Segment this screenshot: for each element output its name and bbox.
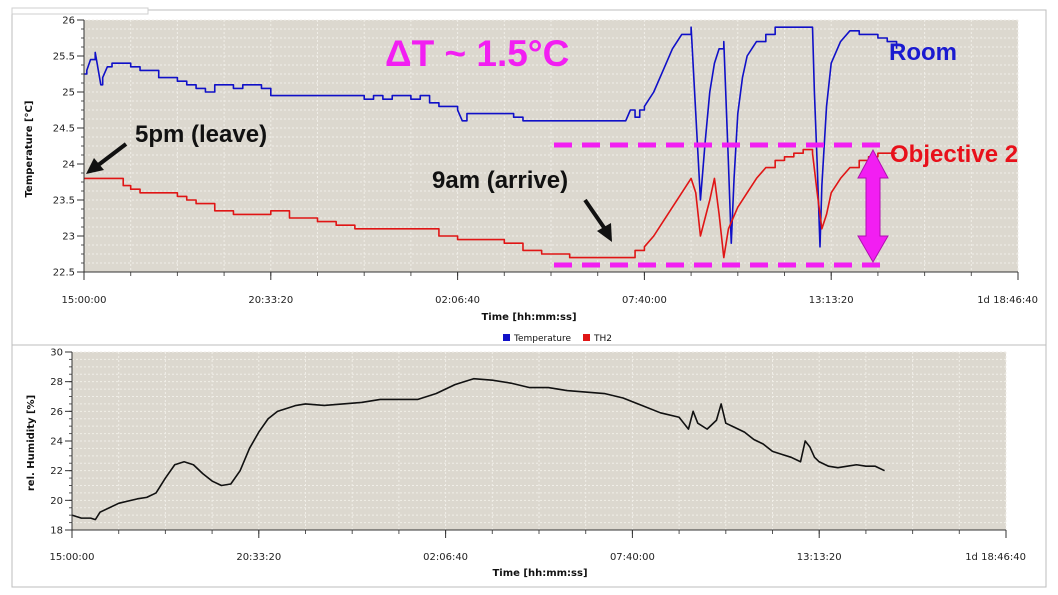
delta-t-label: ΔT ~ 1.5°C <box>385 33 569 74</box>
temperature-x-tick-label: 20:33:20 <box>248 295 293 306</box>
humidity-x-tick-label: 07:40:00 <box>610 552 655 563</box>
humidity-y-tick-label: 24 <box>50 437 63 448</box>
humidity-line-series <box>71 377 885 521</box>
legend: Temperature TH2 <box>503 334 612 344</box>
humidity-x-axis-title: Time [hh:mm:ss] <box>492 568 587 579</box>
legend-label-temperature: Temperature <box>513 334 571 344</box>
temperature-y-tick-label: 25.5 <box>53 52 75 63</box>
temperature-x-tick-label: 15:00:00 <box>62 295 107 306</box>
humidity-y-tick-label: 22 <box>50 466 63 477</box>
humidity-x-tick-label: 15:00:00 <box>50 552 95 563</box>
leave-arrow <box>86 142 128 174</box>
humidity-y-tick-label: 30 <box>50 348 63 359</box>
humidity-grid <box>71 351 1007 531</box>
temperature-y-tick-label: 23.5 <box>53 196 75 207</box>
double-arrow <box>857 148 889 264</box>
humidity-y-tick-label: 28 <box>50 377 63 388</box>
arrive-label: 9am (arrive) <box>432 167 568 194</box>
temperature-y-axis-title: Temperature [°C] <box>24 101 35 198</box>
legend-swatch-temperature <box>503 334 510 341</box>
temperature-y-tick-label: 25 <box>62 88 75 99</box>
humidity-y-tick-label: 20 <box>50 496 63 507</box>
temperature-y-tick-label: 22.5 <box>53 268 75 279</box>
humidity-x-tick-label: 13:13:20 <box>797 552 842 563</box>
temperature-axes: 15:00:00 20:33:20 02:06:40 07:40:00 13:13:20… <box>53 16 1038 307</box>
temperature-series <box>84 26 898 259</box>
temperature-y-tick-label: 24 <box>62 160 75 171</box>
humidity-x-tick-label: 20:33:20 <box>236 552 281 563</box>
annotations: ΔT ~ 1.5°C Room Objective 2 5pm (leave) … <box>86 33 1018 268</box>
temperature-x-tick-label: 07:40:00 <box>622 295 667 306</box>
objective-label: Objective 2 <box>890 141 1018 168</box>
arrive-arrow <box>583 198 612 242</box>
temperature-y-tick-label: 26 <box>62 16 75 27</box>
temperature-line-temperature <box>84 26 898 248</box>
temperature-line-th2 <box>84 148 897 259</box>
humidity-series <box>71 377 885 521</box>
room-label: Room <box>889 39 957 66</box>
legend-label-th2: TH2 <box>593 334 612 344</box>
humidity-axes: 15:00:00 20:33:20 02:06:40 07:40:00 13:13:20… <box>50 348 1026 564</box>
humidity-y-axis-title: rel. Humidity [%] <box>26 395 37 491</box>
leave-label: 5pm (leave) <box>135 121 267 148</box>
humidity-x-tick-label: 02:06:40 <box>423 552 468 563</box>
humidity-x-tick-label: 1d 18:46:40 <box>965 552 1026 563</box>
temperature-y-tick-label: 23 <box>62 232 75 243</box>
temperature-y-tick-label: 24.5 <box>53 124 75 135</box>
humidity-y-tick-label: 26 <box>50 407 63 418</box>
humidity-y-tick-label: 18 <box>50 526 63 537</box>
temperature-x-tick-label: 02:06:40 <box>435 295 480 306</box>
panel-tab <box>11 7 149 15</box>
legend-swatch-th2 <box>583 334 590 341</box>
temperature-x-tick-label: 1d 18:46:40 <box>977 295 1038 306</box>
temperature-x-axis-title: Time [hh:mm:ss] <box>481 312 576 323</box>
temperature-x-tick-label: 13:13:20 <box>809 295 854 306</box>
